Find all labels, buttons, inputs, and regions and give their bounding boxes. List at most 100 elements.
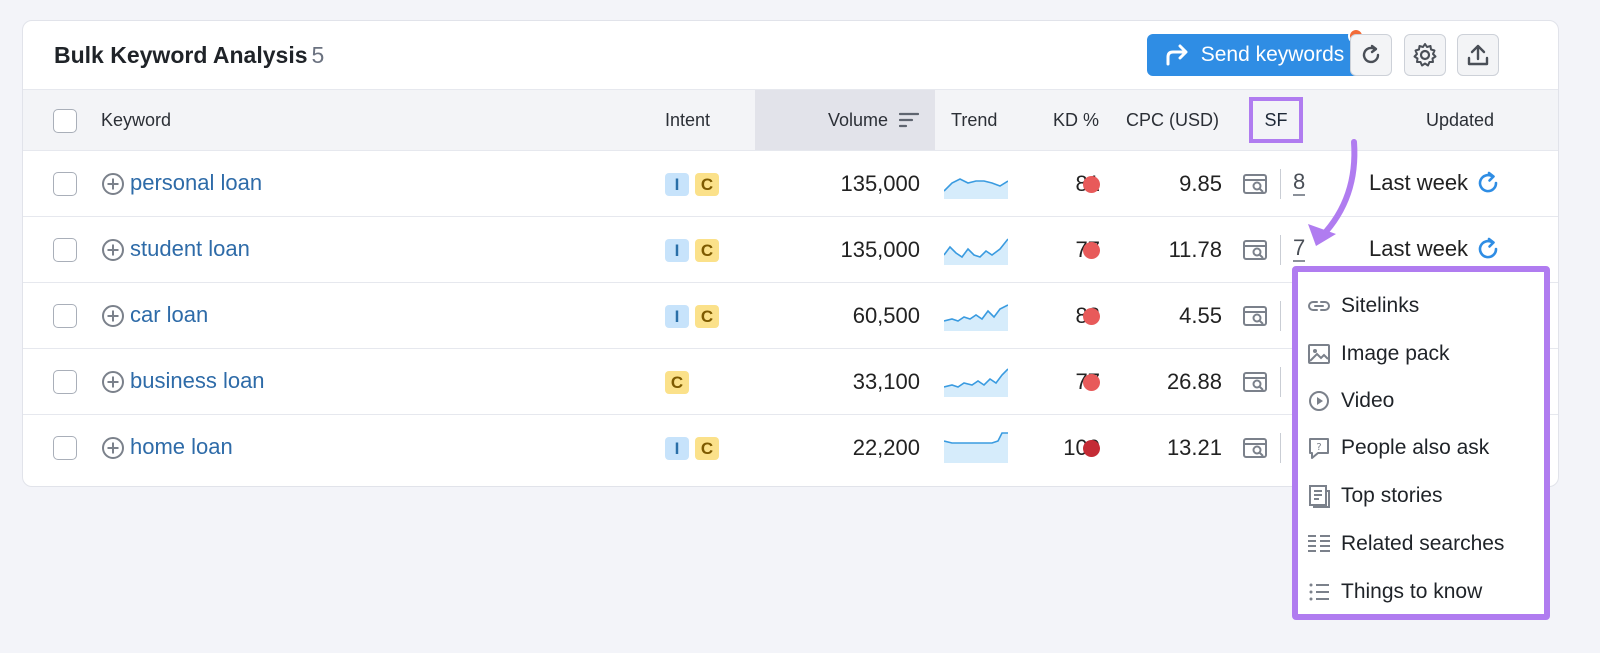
table-row: car loan I C 60,500 83 4.55 [23, 283, 1558, 349]
intent-badge-informational: I [665, 305, 689, 328]
sf-item-label: Image pack [1341, 342, 1450, 365]
volume-value: 33,100 [852, 369, 920, 394]
refresh-button[interactable] [1350, 34, 1392, 76]
add-to-list-icon[interactable] [101, 172, 125, 196]
serp-snapshot-icon[interactable] [1242, 435, 1268, 461]
sf-item-label: Video [1341, 389, 1395, 412]
sf-item-video[interactable]: Video [1298, 381, 1544, 421]
intent-badge-commercial: C [695, 173, 719, 196]
add-to-list-icon[interactable] [101, 238, 125, 262]
sf-item-label: Sitelinks [1341, 294, 1420, 317]
sf-count[interactable]: 7 [1293, 235, 1306, 262]
news-icon [1309, 485, 1330, 508]
keyword-link[interactable]: personal loan [130, 170, 263, 195]
volume-value: 135,000 [840, 237, 920, 262]
table-header: Keyword Intent Volume Trend KD % CPC (US… [23, 89, 1558, 151]
column-intent[interactable]: Intent [665, 110, 711, 130]
trend-sparkline [944, 238, 1008, 265]
sf-item-things-to-know[interactable]: Things to know [1298, 572, 1544, 612]
add-to-list-icon[interactable] [101, 304, 125, 328]
export-button[interactable] [1457, 34, 1499, 76]
divider [1280, 433, 1281, 463]
table-row: student loan I C 135,000 77 11.78 7 Last… [23, 217, 1558, 283]
kd-indicator [1083, 242, 1100, 259]
send-keywords-label: Send keywords [1200, 43, 1345, 66]
sf-item-label: Things to know [1341, 580, 1483, 603]
update-refresh-icon[interactable] [1476, 237, 1500, 261]
select-all-checkbox[interactable] [53, 109, 77, 133]
column-kd[interactable]: KD % [1053, 110, 1100, 130]
upload-icon [1467, 44, 1489, 66]
kd-indicator [1083, 308, 1100, 325]
intent-badge-commercial: C [695, 239, 719, 262]
column-volume[interactable]: Volume [828, 90, 920, 150]
share-arrow-icon [1166, 44, 1188, 66]
settings-button[interactable] [1404, 34, 1446, 76]
intent-badge-commercial: C [695, 305, 719, 328]
serp-snapshot-icon[interactable] [1242, 171, 1268, 197]
table-row: home loan I C 22,200 100 13.21 [23, 415, 1558, 481]
row-checkbox[interactable] [53, 370, 77, 394]
volume-value: 135,000 [840, 171, 920, 196]
trend-sparkline [944, 432, 1008, 463]
intent-badge-commercial: C [695, 437, 719, 460]
sf-item-related-searches[interactable]: Related searches [1298, 524, 1544, 564]
updated-value: Last week [1369, 170, 1469, 195]
svg-text:?: ? [1316, 442, 1321, 453]
keyword-count: 5 [311, 42, 325, 68]
serp-snapshot-icon[interactable] [1242, 237, 1268, 263]
serp-snapshot-icon[interactable] [1242, 303, 1268, 329]
serp-features-dropdown: Sitelinks Image pack Video ? People also… [1292, 266, 1550, 620]
column-cpc[interactable]: CPC (USD) [1126, 110, 1219, 130]
kd-indicator [1083, 176, 1100, 193]
related-icon [1308, 535, 1330, 552]
row-checkbox[interactable] [53, 436, 77, 460]
row-checkbox[interactable] [53, 172, 77, 196]
sf-item-sitelinks[interactable]: Sitelinks [1298, 286, 1544, 326]
link-icon [1308, 301, 1330, 311]
row-checkbox[interactable] [53, 238, 77, 262]
send-keywords-button[interactable]: Send keywords [1147, 28, 1364, 76]
intent-badge-commercial: C [665, 371, 689, 394]
column-volume-label: Volume [828, 110, 889, 130]
serp-snapshot-icon[interactable] [1242, 369, 1268, 395]
gear-icon [1413, 43, 1437, 67]
divider [1280, 169, 1281, 199]
keyword-link[interactable]: student loan [130, 236, 250, 261]
divider [1280, 235, 1281, 265]
table-row: personal loan I C 135,000 81 9.85 8 Last… [23, 151, 1558, 217]
trend-sparkline [944, 368, 1008, 397]
update-refresh-icon[interactable] [1476, 171, 1500, 195]
cpc-value: 26.88 [1166, 369, 1222, 394]
keyword-link[interactable]: car loan [130, 302, 209, 327]
column-trend[interactable]: Trend [951, 110, 998, 130]
add-to-list-icon[interactable] [101, 436, 125, 460]
keyword-link[interactable]: business loan [130, 368, 265, 393]
add-to-list-icon[interactable] [101, 370, 125, 394]
volume-value: 60,500 [852, 303, 920, 328]
row-checkbox[interactable] [53, 304, 77, 328]
sf-count[interactable]: 8 [1293, 169, 1306, 196]
column-updated[interactable]: Updated [1426, 110, 1495, 130]
sf-item-label: Top stories [1341, 484, 1443, 507]
question-icon: ? [1309, 438, 1329, 459]
title-text: Bulk Keyword Analysis [54, 42, 308, 68]
annotation-arrow [1308, 139, 1358, 246]
table-row: business loan C 33,100 77 26.88 [23, 349, 1558, 415]
card-header: Bulk Keyword Analysis 5 Send keywords [23, 21, 1558, 89]
cpc-value: 11.78 [1168, 237, 1222, 262]
divider [1280, 367, 1281, 397]
sf-item-image-pack[interactable]: Image pack [1298, 334, 1544, 374]
column-keyword[interactable]: Keyword [101, 110, 172, 130]
sf-item-people-also-ask[interactable]: ? People also ask [1298, 428, 1544, 468]
column-sf[interactable]: SF [1249, 97, 1303, 143]
cpc-value: 9.85 [1179, 171, 1222, 196]
image-icon [1308, 344, 1330, 364]
cpc-value: 13.21 [1166, 435, 1222, 460]
page-title: Bulk Keyword Analysis 5 [54, 42, 324, 69]
cpc-value: 4.55 [1179, 303, 1222, 328]
keyword-link[interactable]: home loan [130, 434, 233, 459]
kd-indicator [1083, 374, 1100, 391]
trend-sparkline [944, 304, 1008, 331]
sf-item-top-stories[interactable]: Top stories [1298, 476, 1544, 516]
